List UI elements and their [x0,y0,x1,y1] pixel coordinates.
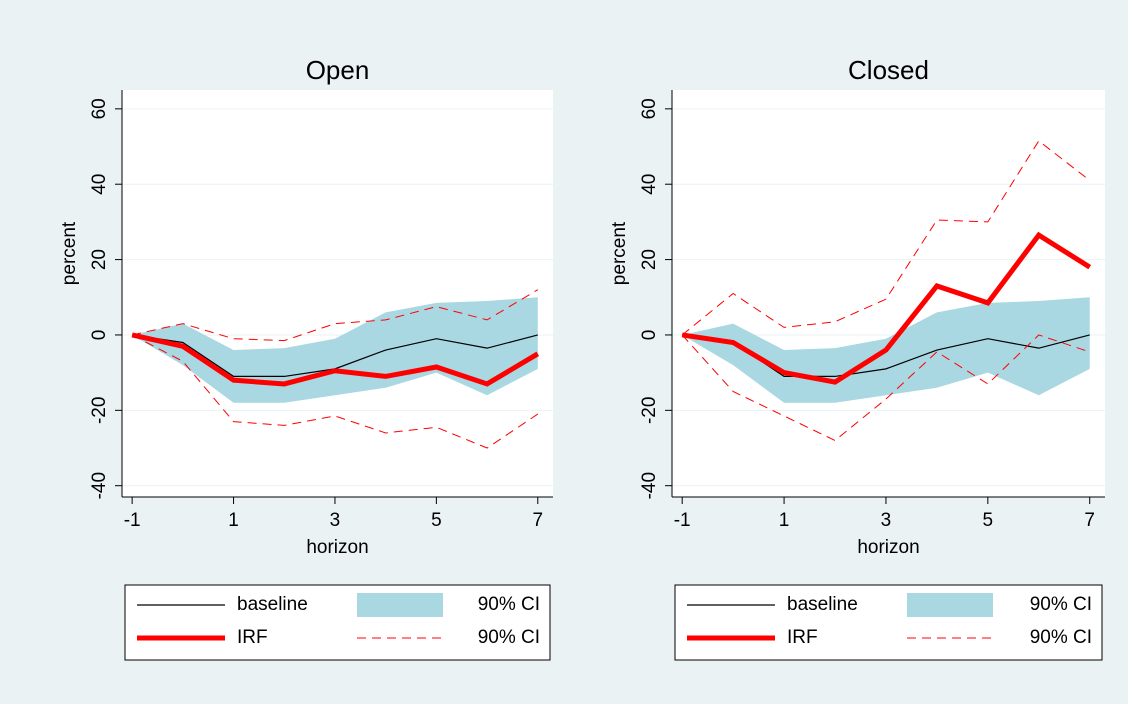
x-tick-label: 7 [532,510,543,531]
series-line [131,332,540,387]
y-tick-label: -40 [639,472,660,499]
chart-title: Closed [848,55,929,85]
y-tick-label: -40 [89,472,110,499]
legend-label: IRF [787,627,818,648]
y-tick-label: 60 [639,98,660,119]
ci-line [681,140,1091,336]
ci-line [131,334,539,449]
x-tick-label: 1 [228,510,239,531]
legend-label: 90% CI [1030,627,1092,648]
x-tick-label: 5 [983,510,994,531]
legend-label: IRF [237,627,268,648]
legend-label: 90% CI [478,594,540,615]
legend-label: 90% CI [1030,594,1092,615]
ci-line [681,334,1090,442]
x-tick-label: -1 [674,510,691,531]
chart-title: Open [306,55,370,85]
legend-label: baseline [787,594,858,615]
legend-label: 90% CI [478,627,540,648]
legend-swatch [357,593,443,617]
x-tick-label: 7 [1084,510,1095,531]
x-tick-label: 3 [881,510,892,531]
y-tick-label: 0 [89,330,110,341]
x-axis-label: horizon [306,537,368,558]
y-tick-label: 40 [89,174,110,195]
y-tick-label: 20 [639,249,660,270]
y-tick-label: 0 [639,330,660,341]
y-tick-label: -20 [639,397,660,424]
x-tick-label: 3 [330,510,341,531]
x-tick-label: -1 [124,510,141,531]
legend [124,584,551,661]
x-tick-label: 5 [431,510,442,531]
y-axis-label: percent [59,221,80,285]
y-tick-label: 20 [89,249,110,270]
y-tick-label: 60 [89,98,110,119]
y-axis-label: percent [609,221,630,285]
x-tick-label: 1 [779,510,790,531]
x-axis-label: horizon [857,537,919,558]
legend-swatch [907,593,993,617]
plot-area [122,90,553,497]
plot-area [672,90,1105,497]
ci-line [132,289,539,342]
legend-label: baseline [237,594,308,615]
y-tick-label: -20 [89,397,110,424]
series-line [681,231,1092,385]
y-tick-label: 40 [639,174,660,195]
legend [674,584,1103,661]
